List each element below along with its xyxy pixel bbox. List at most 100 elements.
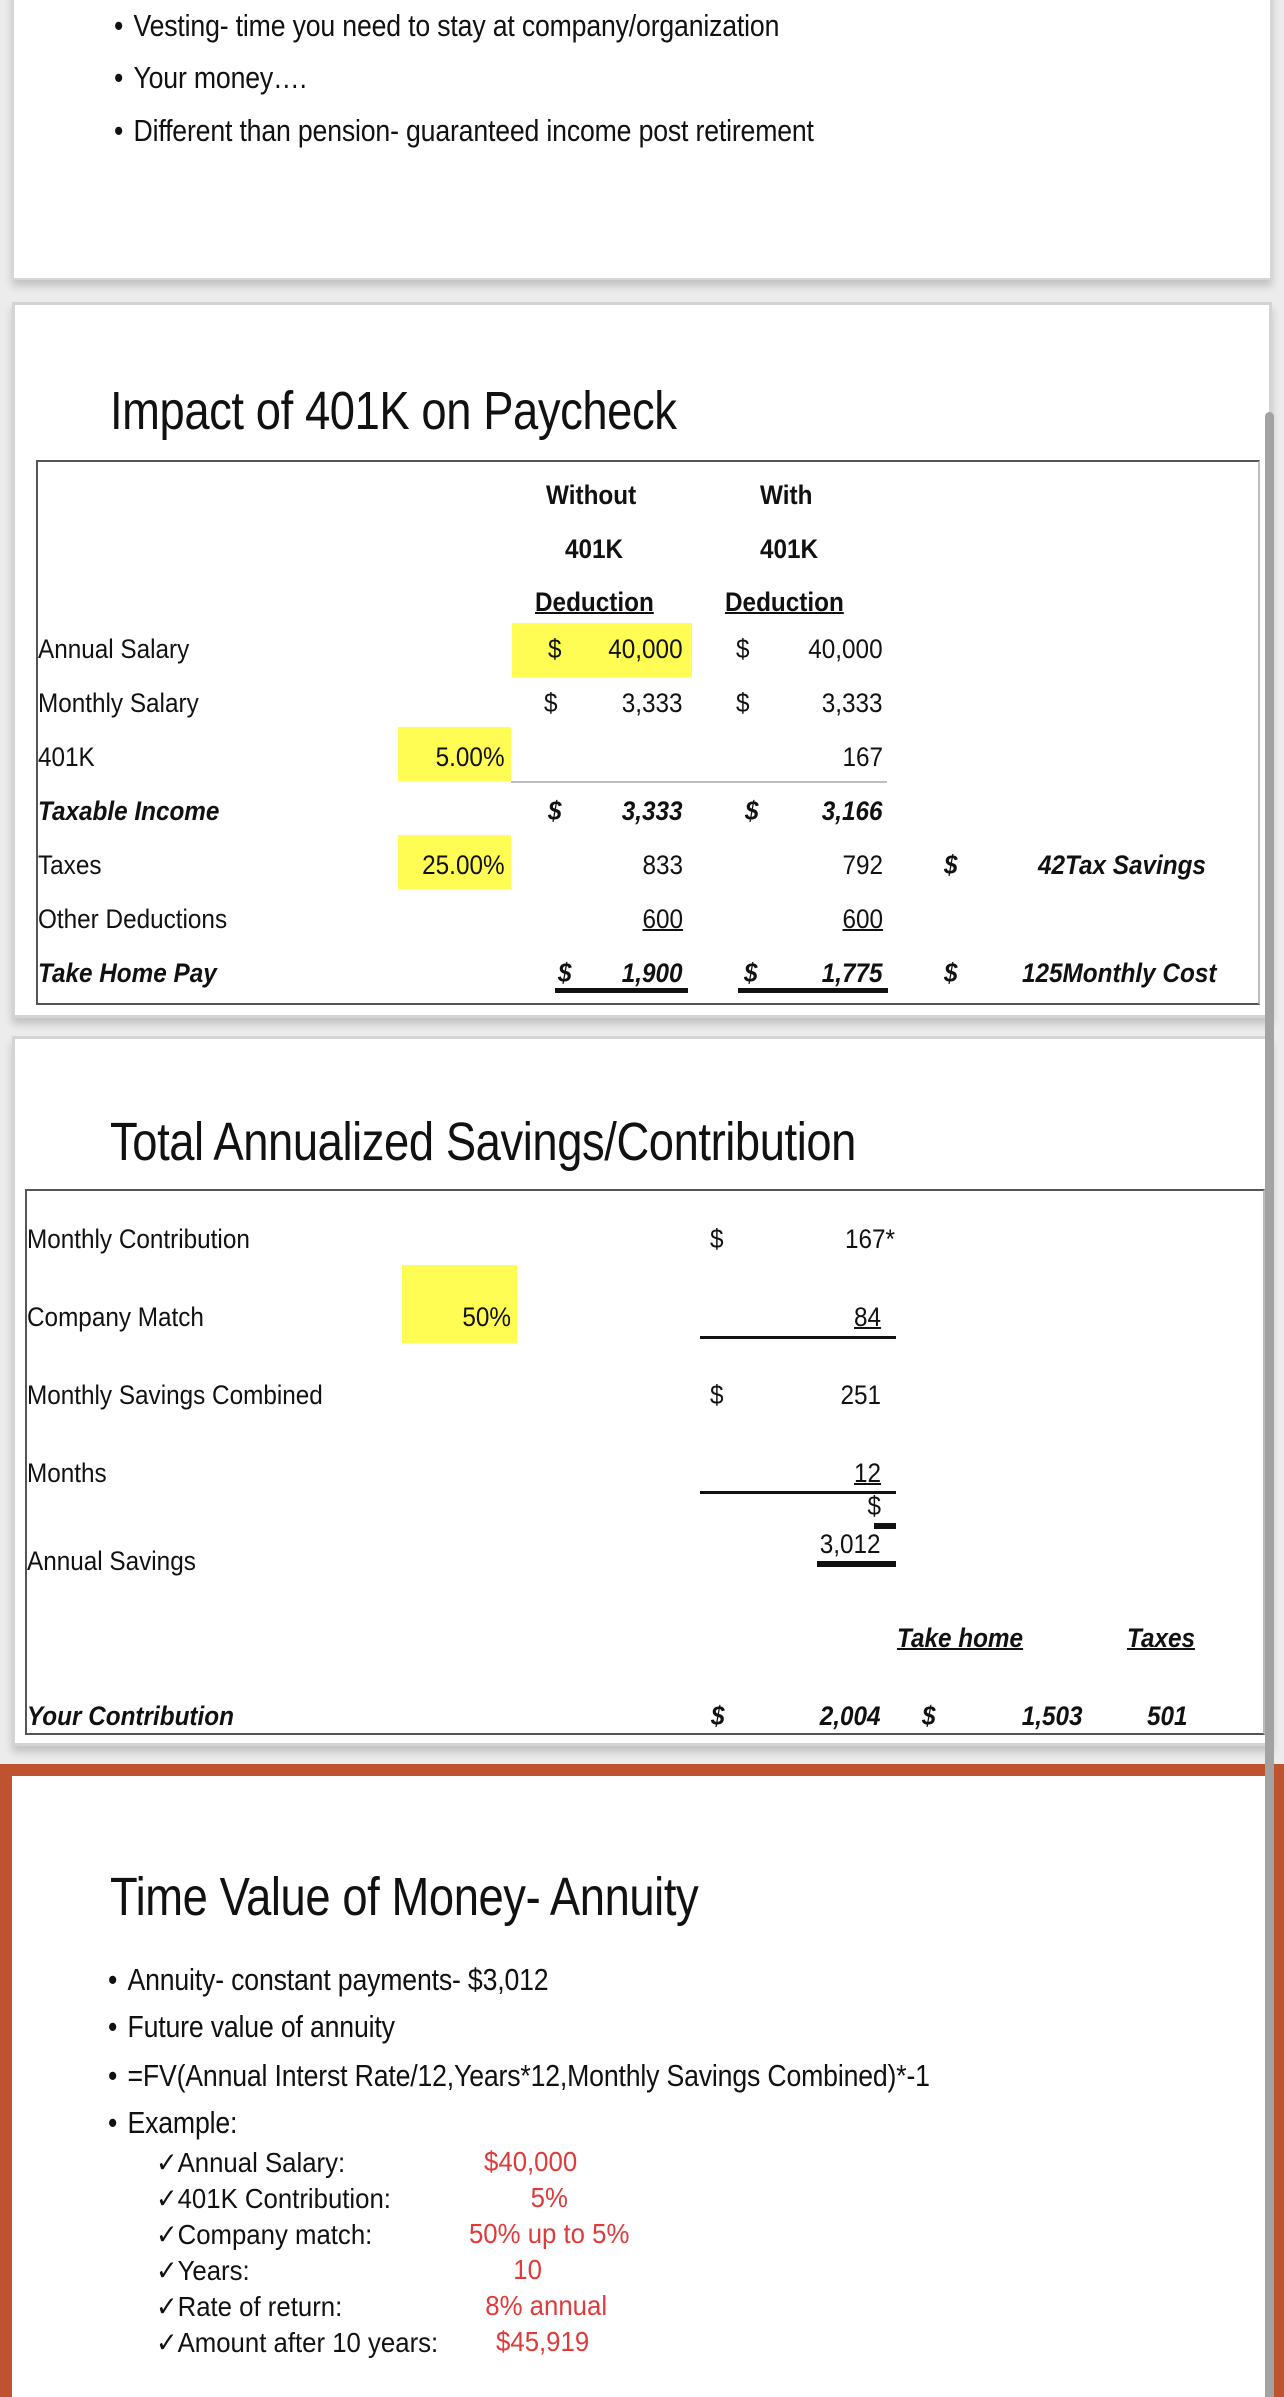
- row-label: Other Deductions: [38, 904, 228, 934]
- dollar-sign: $: [558, 958, 572, 988]
- example-value: 50% up to 5%: [468, 2218, 630, 2249]
- bullet-item: Vesting- time you need to stay at compan…: [114, 8, 779, 44]
- taxes-header: Taxes: [1127, 1623, 1196, 1653]
- dollar-sign: $: [944, 958, 958, 988]
- check-icon: ✓: [156, 2327, 178, 2358]
- row-label: Company Match: [27, 1302, 204, 1332]
- contribution-value: 2,004: [820, 1701, 881, 1731]
- value-without: 3,333: [622, 688, 683, 718]
- value-with: 167: [842, 742, 883, 772]
- slide-vesting[interactable]: Vesting- time you need to stay at compan…: [12, 0, 1272, 280]
- bullet-item: Your money….: [114, 60, 306, 96]
- row-label: Taxable Income: [38, 796, 220, 826]
- value-with: 3,166: [822, 796, 883, 826]
- dollar-sign: $: [544, 688, 558, 718]
- slide-annuity-selected[interactable]: Time Value of Money- Annuity Annuity- co…: [0, 1764, 1284, 2397]
- example-value: 8% annual: [485, 2290, 608, 2321]
- row-label: Monthly Contribution: [27, 1224, 250, 1254]
- sum-rule: [700, 1336, 896, 1339]
- example-label: Company match:: [177, 2219, 373, 2250]
- months-value: 12: [853, 1458, 881, 1488]
- header-with-1: With: [760, 480, 813, 510]
- take-home-header: Take home: [897, 1623, 1024, 1653]
- paycheck-table[interactable]: Without 401K Deduction With 401K Deducti…: [36, 460, 1260, 1005]
- row-label: Your Contribution: [27, 1701, 234, 1731]
- slide-title: Total Annualized Savings/Contribution: [110, 1112, 856, 1172]
- example-label: Years:: [177, 2255, 250, 2286]
- double-underline: [738, 988, 888, 993]
- value-with: 3,333: [822, 688, 883, 718]
- row-label: Monthly Salary: [38, 688, 199, 718]
- highlight-401k-rate: [398, 727, 511, 781]
- example-label: Rate of return:: [177, 2291, 343, 2322]
- check-icon: ✓: [156, 2291, 178, 2322]
- dollar-sign: $: [922, 1701, 936, 1731]
- header-without-1: Without: [546, 480, 637, 510]
- subtotal-rule: [511, 781, 887, 783]
- monthly-contribution-value: 167*: [845, 1224, 896, 1254]
- check-icon: ✓: [156, 2255, 178, 2286]
- bullet-item: Example:: [108, 2105, 237, 2141]
- product-rule: [700, 1491, 896, 1494]
- highlight-match-rate: [402, 1265, 517, 1343]
- dollar-sign: $: [944, 850, 958, 880]
- header-without-3: Deduction: [535, 587, 654, 617]
- value-without: 600: [642, 904, 683, 934]
- dollar-sign: $: [548, 796, 562, 826]
- value-with: 600: [842, 904, 883, 934]
- dollar-sign: $: [736, 634, 750, 664]
- match-rate-value: 50%: [462, 1302, 511, 1332]
- value-without: 833: [642, 850, 683, 880]
- value-without: 1,900: [622, 958, 683, 988]
- header-with-3: Deduction: [725, 587, 844, 617]
- dollar-sign: $: [548, 634, 562, 664]
- tax-savings-note: 42Tax Savings: [1038, 850, 1206, 880]
- example-label: Amount after 10 years:: [177, 2327, 439, 2358]
- bullet-item: Future value of annuity: [108, 2009, 394, 2045]
- example-value: 10: [513, 2254, 542, 2285]
- double-underline: [555, 988, 688, 993]
- savings-table[interactable]: Monthly Contribution $ 167* Company Matc…: [25, 1189, 1265, 1735]
- double-underline: [874, 1523, 896, 1529]
- highlight-annual-salary: [512, 623, 692, 677]
- check-icon: ✓: [156, 2147, 178, 2178]
- dollar-sign: $: [745, 796, 759, 826]
- row-label: Annual Savings: [27, 1546, 196, 1576]
- row-label: Annual Salary: [38, 634, 190, 664]
- example-label: Annual Salary:: [177, 2147, 346, 2178]
- check-icon: ✓: [156, 2219, 178, 2250]
- slide-impact-401k[interactable]: Impact of 401K on Paycheck Without 401K …: [12, 302, 1272, 1018]
- value-without: 40,000: [608, 634, 683, 664]
- row-label: Taxes: [38, 850, 102, 880]
- header-with-2: 401K: [760, 534, 819, 564]
- value-with: 1,775: [822, 958, 883, 988]
- bullet-item: Different than pension- guaranteed incom…: [114, 113, 813, 149]
- dollar-sign: $: [736, 688, 750, 718]
- dollar-sign: $: [710, 1380, 724, 1410]
- bullet-item: Annuity- constant payments- $3,012: [108, 1962, 548, 1998]
- example-value: 5%: [530, 2182, 568, 2213]
- value-without: 3,333: [622, 796, 683, 826]
- slide-title: Time Value of Money- Annuity: [110, 1867, 699, 1927]
- value-with: 40,000: [808, 634, 883, 664]
- rate-value: 25.00%: [422, 850, 505, 880]
- example-value: $40,000: [484, 2146, 578, 2177]
- taxes-value: 501: [1147, 1701, 1188, 1731]
- slide-title: Impact of 401K on Paycheck: [110, 381, 677, 441]
- vertical-scrollbar-thumb[interactable]: [1265, 412, 1274, 2397]
- double-underline: [817, 1561, 896, 1567]
- dollar-sign: $: [711, 1701, 725, 1731]
- row-label: Take Home Pay: [38, 958, 217, 988]
- row-label: Months: [27, 1458, 107, 1488]
- bullet-item: =FV(Annual Interst Rate/12,Years*12,Mont…: [108, 2058, 929, 2094]
- annual-savings-value: 3,012: [820, 1529, 881, 1559]
- dollar-sign: $: [867, 1491, 881, 1521]
- monthly-savings-value: 251: [840, 1380, 881, 1410]
- slide-annualized-savings[interactable]: Total Annualized Savings/Contribution Mo…: [12, 1036, 1272, 1746]
- take-home-value: 1,503: [1022, 1701, 1083, 1731]
- example-label: 401K Contribution:: [177, 2183, 391, 2214]
- value-with: 792: [842, 850, 883, 880]
- monthly-cost-note: 125Monthly Cost: [1022, 958, 1217, 988]
- row-label: Monthly Savings Combined: [27, 1380, 323, 1410]
- check-icon: ✓: [156, 2183, 178, 2214]
